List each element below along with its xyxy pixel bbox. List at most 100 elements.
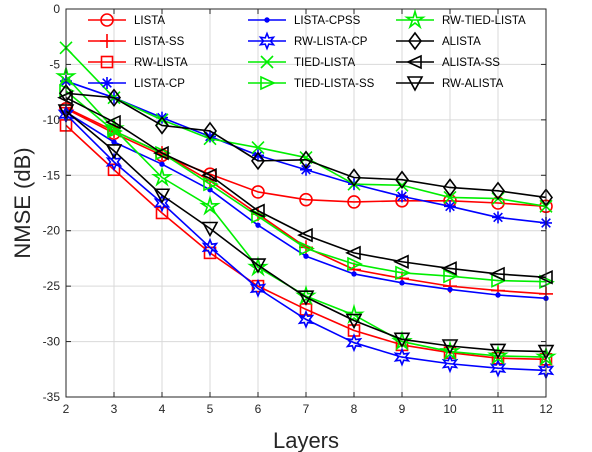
legend-marker-rw-lista — [100, 55, 114, 69]
data-point-rw-tied-lista — [199, 194, 221, 216]
data-point-lista — [347, 195, 361, 209]
data-point-rw-lista-cp — [441, 354, 459, 374]
legend-item-rw-tied-lista: RW-TIED-LISTA — [396, 8, 526, 30]
data-point-rw-lista-cp — [249, 278, 267, 298]
legend-item-lista-cp: LISTA-CP — [88, 77, 185, 90]
legend-marker-lista-cp — [101, 77, 113, 89]
legend-marker-lista — [100, 13, 114, 27]
data-point-alista-ss — [345, 245, 361, 261]
legend-item-lista-ss: LISTA-SS — [88, 34, 185, 48]
data-point-lista — [347, 195, 361, 209]
legend-item-alista-ss: ALISTA-SS — [396, 54, 500, 70]
data-point-alista-ss — [297, 227, 313, 243]
legend-label: LISTA-CPSS — [294, 15, 361, 27]
data-point-tied-lista — [443, 190, 457, 205]
data-point-tied-lista-ss — [203, 176, 219, 192]
data-point-lista-cpss — [111, 139, 117, 145]
data-point-tied-lista — [251, 141, 265, 155]
data-point-rw-tied-lista — [343, 303, 365, 325]
data-point-rw-tied-lista — [391, 330, 413, 351]
legend-marker-lista-cpss — [264, 17, 270, 23]
x-tick-label: 7 — [303, 402, 310, 416]
data-point-rw-alista — [105, 144, 123, 160]
data-point-alista — [443, 178, 457, 197]
data-point-rw-alista — [153, 188, 171, 204]
data-point-tied-lista — [251, 141, 265, 155]
data-point-tied-lista-ss — [443, 268, 459, 284]
legend-marker-rw-alista — [406, 76, 424, 92]
y-tick-label: -5 — [49, 57, 60, 71]
data-point-rw-lista-cp — [345, 333, 363, 353]
data-point-lista-cp — [492, 211, 504, 224]
data-point-rw-lista-cp — [489, 358, 507, 378]
data-point-lista — [251, 185, 265, 199]
data-point-alista-ss — [153, 145, 169, 161]
data-point-alista-ss — [153, 145, 169, 161]
data-point-alista-ss — [249, 203, 265, 219]
data-point-rw-lista-cp — [297, 309, 315, 330]
data-point-alista — [299, 150, 313, 170]
legend-label: RW-LISTA — [134, 57, 188, 69]
legend-label: ALISTA — [442, 36, 481, 48]
data-point-rw-alista — [201, 221, 219, 238]
data-point-rw-alista — [489, 343, 507, 360]
data-point-alista-ss — [441, 261, 457, 276]
data-point-lista — [299, 192, 313, 207]
data-point-alista — [203, 121, 217, 141]
data-point-rw-alista — [297, 290, 315, 306]
series-line-rw-lista — [65, 124, 547, 361]
data-point-rw-alista — [441, 339, 459, 355]
data-point-rw-tied-lista — [343, 303, 365, 325]
y-axis-label: NMSE (dB) — [10, 147, 35, 258]
data-point-alista-ss — [105, 114, 121, 130]
data-point-rw-lista — [155, 206, 169, 220]
data-point-rw-tied-lista — [247, 255, 269, 277]
x-tick-label: 11 — [492, 402, 505, 416]
x-tick-label: 10 — [443, 402, 457, 416]
data-point-tied-lista-ss — [107, 123, 123, 139]
legend-item-lista: LISTA — [88, 13, 165, 27]
data-point-alista — [347, 168, 361, 187]
data-point-lista-cpss — [303, 253, 309, 259]
data-point-tied-lista-ss — [107, 123, 123, 139]
data-point-rw-lista — [155, 206, 169, 220]
series-line-lista — [65, 108, 547, 208]
data-point-lista — [251, 185, 265, 199]
x-tick-label: 8 — [351, 402, 358, 416]
legend-item-alista: ALISTA — [396, 31, 481, 51]
data-point-rw-lista-cp — [201, 237, 219, 257]
series-line-rw-tied-lista — [65, 76, 547, 358]
data-point-alista — [203, 121, 217, 141]
data-point-rw-lista — [491, 351, 505, 365]
data-point-lista-cpss — [255, 222, 261, 228]
data-point-rw-lista-cp — [489, 358, 507, 378]
legend-marker-rw-tied-lista — [404, 8, 426, 30]
x-tick-label: 9 — [399, 402, 406, 416]
data-point-lista-cpss — [399, 280, 405, 286]
axis-ticks: 2 3 4 5 6 7 8 9 10 11 12 0 -5 -10 -15 -20 -25 -30 -35 — [43, 2, 553, 416]
legend-label: RW-LISTA-CP — [294, 36, 368, 48]
legend-marker-rw-lista-cp — [258, 31, 276, 51]
series-tied-lista-ss — [59, 83, 555, 289]
x-tick-label: 5 — [207, 402, 214, 416]
data-point-alista-ss — [249, 203, 265, 219]
y-tick-label: -25 — [43, 279, 61, 293]
data-point-lista-cpss — [447, 286, 453, 293]
data-point-alista-ss — [393, 254, 409, 270]
data-point-rw-alista — [297, 290, 315, 306]
x-tick-label: 2 — [63, 402, 70, 416]
x-tick-label: 6 — [255, 402, 262, 416]
data-point-lista — [491, 196, 505, 210]
data-point-rw-alista — [393, 332, 411, 349]
legend-label: LISTA-CP — [134, 78, 185, 90]
legend-marker-lista — [100, 13, 114, 27]
data-point-rw-tied-lista — [199, 194, 221, 216]
data-point-lista-cpss — [495, 292, 501, 298]
data-point-lista-cpss — [495, 292, 501, 298]
legend-item-rw-lista-cp: RW-LISTA-CP — [248, 31, 368, 51]
data-point-tied-lista-ss — [203, 176, 219, 192]
data-point-rw-tied-lista — [151, 166, 173, 187]
data-point-rw-alista — [345, 313, 363, 330]
data-point-alista — [251, 151, 265, 171]
